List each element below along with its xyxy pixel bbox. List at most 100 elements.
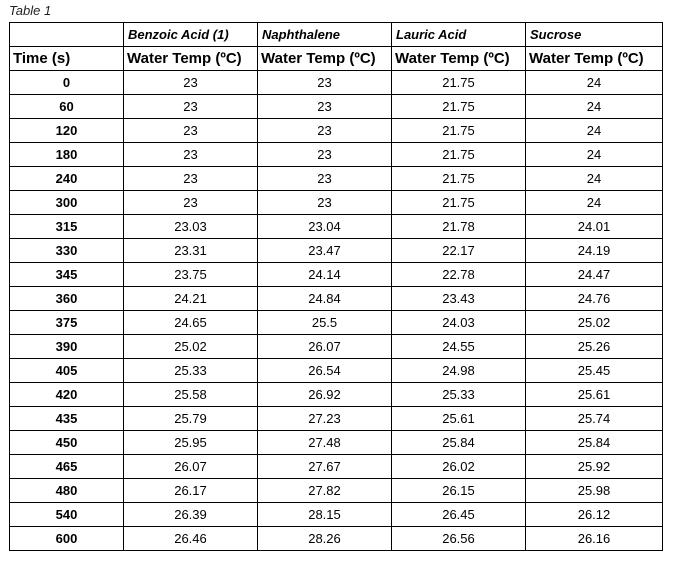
- temp-cell: 27.48: [257, 430, 392, 455]
- temp-cell: 26.45: [391, 502, 526, 527]
- temp-cell: 25.92: [525, 454, 663, 479]
- temp-cell: 26.92: [257, 382, 392, 407]
- time-cell: 390: [9, 334, 124, 359]
- temp-cell: 21.75: [391, 118, 526, 143]
- table-row: 120 23 23 21.75 24: [9, 118, 663, 143]
- temp-cell: 25.61: [391, 406, 526, 431]
- column-header-cell: Water Temp (ºC): [123, 46, 258, 71]
- temp-cell: 25.33: [123, 358, 258, 383]
- time-cell: 315: [9, 214, 124, 239]
- substance-header-row: Benzoic Acid (1) Naphthalene Lauric Acid…: [9, 22, 663, 47]
- temp-cell: 25.98: [525, 478, 663, 503]
- temp-cell: 23.43: [391, 286, 526, 311]
- table-row: 240 23 23 21.75 24: [9, 166, 663, 191]
- temp-cell: 21.75: [391, 142, 526, 167]
- substance-header-cell: Lauric Acid: [391, 22, 526, 47]
- temp-cell: 21.75: [391, 70, 526, 95]
- temp-cell: 22.78: [391, 262, 526, 287]
- temp-cell: 24.01: [525, 214, 663, 239]
- temp-cell: 21.78: [391, 214, 526, 239]
- column-header-cell: Time (s): [9, 46, 124, 71]
- temp-cell: 24.98: [391, 358, 526, 383]
- substance-header-cell: [9, 22, 124, 47]
- temp-cell: 26.54: [257, 358, 392, 383]
- temp-cell: 24.65: [123, 310, 258, 335]
- temp-cell: 23.31: [123, 238, 258, 263]
- temp-cell: 24.47: [525, 262, 663, 287]
- table-row: 420 25.58 26.92 25.33 25.61: [9, 382, 663, 407]
- table-row: 435 25.79 27.23 25.61 25.74: [9, 406, 663, 431]
- substance-header-cell: Sucrose: [525, 22, 663, 47]
- time-cell: 435: [9, 406, 124, 431]
- table-row: 180 23 23 21.75 24: [9, 142, 663, 167]
- table-caption: Table 1: [9, 3, 52, 18]
- column-header-row: Time (s) Water Temp (ºC) Water Temp (ºC)…: [9, 46, 663, 71]
- time-cell: 240: [9, 166, 124, 191]
- temp-cell: 27.23: [257, 406, 392, 431]
- temp-cell: 24.14: [257, 262, 392, 287]
- temp-cell: 25.84: [391, 430, 526, 455]
- table-row: 390 25.02 26.07 24.55 25.26: [9, 334, 663, 359]
- temp-cell: 25.5: [257, 310, 392, 335]
- temp-cell: 26.07: [123, 454, 258, 479]
- temp-cell: 26.56: [391, 526, 526, 551]
- time-cell: 300: [9, 190, 124, 215]
- table-row: 480 26.17 27.82 26.15 25.98: [9, 478, 663, 503]
- time-cell: 375: [9, 310, 124, 335]
- temp-cell: 23.75: [123, 262, 258, 287]
- temp-cell: 28.15: [257, 502, 392, 527]
- temp-cell: 23: [257, 142, 392, 167]
- temp-cell: 24: [525, 166, 663, 191]
- temp-cell: 25.02: [123, 334, 258, 359]
- table-row: 360 24.21 24.84 23.43 24.76: [9, 286, 663, 311]
- temp-cell: 21.75: [391, 94, 526, 119]
- time-cell: 60: [9, 94, 124, 119]
- time-cell: 465: [9, 454, 124, 479]
- temp-cell: 25.33: [391, 382, 526, 407]
- temp-cell: 23: [123, 166, 258, 191]
- temp-cell: 23: [257, 118, 392, 143]
- table-row: 600 26.46 28.26 26.56 26.16: [9, 526, 663, 551]
- table-row: 405 25.33 26.54 24.98 25.45: [9, 358, 663, 383]
- substance-header-cell: Benzoic Acid (1): [123, 22, 258, 47]
- temp-cell: 23: [123, 70, 258, 95]
- temp-cell: 23: [123, 94, 258, 119]
- time-cell: 420: [9, 382, 124, 407]
- time-cell: 360: [9, 286, 124, 311]
- temp-cell: 23.47: [257, 238, 392, 263]
- temp-cell: 25.84: [525, 430, 663, 455]
- table-row: 60 23 23 21.75 24: [9, 94, 663, 119]
- temp-cell: 24.21: [123, 286, 258, 311]
- substance-header-cell: Naphthalene: [257, 22, 392, 47]
- table-body: Benzoic Acid (1) Naphthalene Lauric Acid…: [9, 22, 663, 551]
- time-cell: 450: [9, 430, 124, 455]
- time-cell: 405: [9, 358, 124, 383]
- temp-cell: 24: [525, 94, 663, 119]
- temp-cell: 23.03: [123, 214, 258, 239]
- temp-cell: 25.61: [525, 382, 663, 407]
- temp-cell: 24.84: [257, 286, 392, 311]
- column-header-cell: Water Temp (ºC): [257, 46, 392, 71]
- time-cell: 120: [9, 118, 124, 143]
- temp-cell: 24: [525, 118, 663, 143]
- temp-cell: 27.82: [257, 478, 392, 503]
- time-cell: 330: [9, 238, 124, 263]
- time-cell: 540: [9, 502, 124, 527]
- column-header-cell: Water Temp (ºC): [525, 46, 663, 71]
- temp-cell: 24.19: [525, 238, 663, 263]
- table-row: 375 24.65 25.5 24.03 25.02: [9, 310, 663, 335]
- temp-cell: 22.17: [391, 238, 526, 263]
- table-row: 450 25.95 27.48 25.84 25.84: [9, 430, 663, 455]
- temp-cell: 26.12: [525, 502, 663, 527]
- data-table: Benzoic Acid (1) Naphthalene Lauric Acid…: [9, 22, 663, 551]
- temp-cell: 26.07: [257, 334, 392, 359]
- table-row: 0 23 23 21.75 24: [9, 70, 663, 95]
- temp-cell: 24.76: [525, 286, 663, 311]
- temp-cell: 26.46: [123, 526, 258, 551]
- temp-cell: 25.26: [525, 334, 663, 359]
- temp-cell: 23: [123, 118, 258, 143]
- temp-cell: 25.02: [525, 310, 663, 335]
- temp-cell: 24: [525, 190, 663, 215]
- temp-cell: 26.16: [525, 526, 663, 551]
- temp-cell: 26.02: [391, 454, 526, 479]
